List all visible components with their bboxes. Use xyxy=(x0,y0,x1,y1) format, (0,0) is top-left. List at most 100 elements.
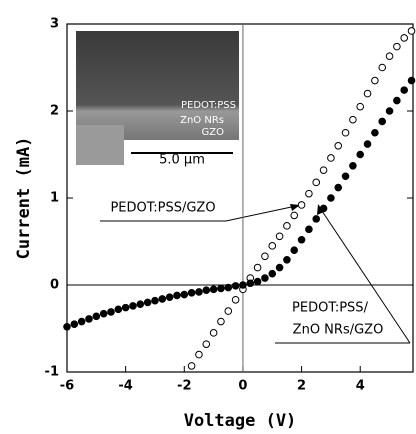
point xyxy=(334,142,343,150)
point xyxy=(187,289,196,297)
point xyxy=(77,317,86,326)
point xyxy=(158,295,167,303)
point xyxy=(217,284,225,293)
point xyxy=(283,255,291,264)
point xyxy=(136,300,145,308)
point xyxy=(195,288,203,296)
point xyxy=(327,154,335,162)
point xyxy=(173,291,181,300)
point xyxy=(202,286,211,295)
point xyxy=(261,274,269,282)
point xyxy=(195,350,203,359)
point xyxy=(275,263,284,272)
point xyxy=(224,307,233,315)
point xyxy=(378,63,387,72)
point xyxy=(180,290,189,299)
y-tick-label: 2 xyxy=(50,104,59,119)
y-tick-label: 3 xyxy=(50,17,59,32)
point xyxy=(363,89,372,98)
point xyxy=(290,246,299,254)
point xyxy=(341,172,350,181)
point xyxy=(246,279,255,288)
x-tick-label: -6 xyxy=(60,379,74,394)
point xyxy=(349,115,357,124)
point xyxy=(129,302,137,310)
point xyxy=(334,183,343,192)
point xyxy=(70,320,79,328)
point xyxy=(349,162,357,170)
point xyxy=(85,315,93,323)
point xyxy=(341,128,350,137)
x-tick-label: 2 xyxy=(297,379,306,394)
point xyxy=(121,303,130,312)
point xyxy=(297,235,306,244)
annotation: PEDOT:PSS/GZO PEDOT:PSS/ ZnO NRs/GZO xyxy=(100,201,411,344)
point xyxy=(253,277,262,286)
point xyxy=(253,263,262,272)
point xyxy=(209,285,218,294)
point xyxy=(187,362,196,370)
inset-image: PEDOT:PSS ZnO NRs GZO 5.0 μm xyxy=(76,31,239,168)
y-tick-label: -1 xyxy=(45,365,59,380)
point xyxy=(290,211,299,220)
x-tick-label: -4 xyxy=(118,379,132,394)
y-tick-label: 0 xyxy=(50,278,59,293)
point xyxy=(63,322,71,331)
point xyxy=(400,34,409,42)
point xyxy=(231,295,240,304)
point xyxy=(393,42,401,51)
point xyxy=(371,128,379,137)
annotation-text: PEDOT:PSS/ xyxy=(292,301,369,316)
inset-label: ZnO NRs xyxy=(180,115,224,126)
point xyxy=(312,215,321,223)
point xyxy=(268,269,277,278)
point xyxy=(356,150,365,159)
y-axis-label: Current (mA) xyxy=(14,137,34,260)
point xyxy=(312,178,321,187)
point xyxy=(261,252,269,261)
inset-label: GZO xyxy=(202,127,225,138)
point xyxy=(92,312,101,321)
inset-label: PEDOT:PSS xyxy=(181,100,236,111)
point xyxy=(231,282,240,290)
point xyxy=(305,225,313,234)
point xyxy=(114,305,123,314)
point xyxy=(202,340,211,348)
point xyxy=(297,201,306,209)
x-tick-label: -2 xyxy=(177,379,191,394)
point xyxy=(283,222,291,230)
x-tick-label: 0 xyxy=(238,379,247,394)
point xyxy=(143,298,152,307)
point xyxy=(385,107,394,115)
annotation-text: ZnO NRs/GZO xyxy=(293,323,384,338)
point xyxy=(393,96,401,105)
point xyxy=(319,166,328,174)
point xyxy=(356,102,365,111)
x-axis-label: Voltage (V) xyxy=(184,411,297,431)
point xyxy=(151,296,159,305)
point xyxy=(217,317,225,326)
point xyxy=(327,194,335,202)
point xyxy=(319,204,328,213)
point xyxy=(378,117,387,126)
point xyxy=(407,76,416,85)
point xyxy=(275,232,284,241)
scale-bar-label: 5.0 μm xyxy=(159,153,205,168)
point xyxy=(305,189,313,198)
point xyxy=(224,283,233,292)
point xyxy=(239,281,247,289)
point xyxy=(400,86,409,94)
point xyxy=(268,242,277,250)
point xyxy=(385,52,394,60)
point xyxy=(107,308,115,316)
point xyxy=(99,309,108,318)
point xyxy=(363,140,372,148)
point xyxy=(407,27,416,35)
point xyxy=(209,329,218,337)
point xyxy=(371,76,379,85)
annotation-text: PEDOT:PSS/GZO xyxy=(110,201,215,216)
x-tick-label: 4 xyxy=(356,379,365,394)
y-tick-label: 1 xyxy=(50,191,59,206)
point xyxy=(165,293,174,301)
